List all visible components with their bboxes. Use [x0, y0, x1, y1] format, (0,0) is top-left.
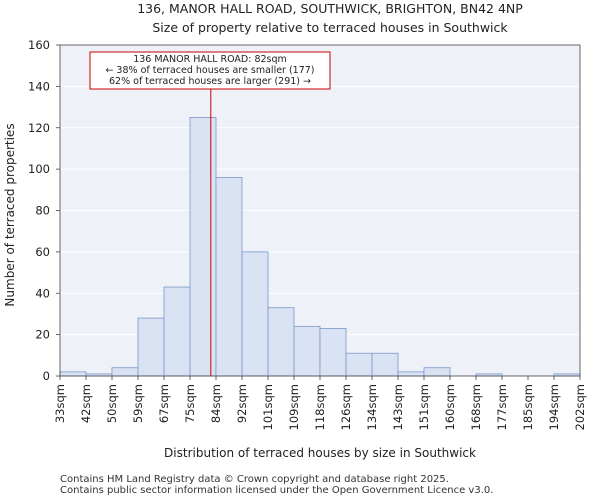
x-tick-label: 194sqm [547, 384, 561, 430]
y-tick-label: 80 [35, 204, 50, 218]
x-tick-label: 143sqm [391, 384, 405, 430]
x-axis-ticks: 33sqm 42sqm 50sqm 59sqm 67sqm 75sqm 84sqm 92sqm… [53, 376, 587, 430]
x-tick-label: 151sqm [417, 384, 431, 430]
bars [59, 117, 581, 377]
x-tick-label: 118sqm [313, 384, 327, 430]
x-tick-label: 134sqm [365, 384, 379, 430]
x-tick-label: 168sqm [469, 384, 483, 430]
x-tick-label: 84sqm [209, 384, 223, 423]
x-tick-label: 67sqm [157, 384, 171, 423]
annotation-line-3: 62% of terraced houses are larger (291) … [109, 76, 311, 87]
y-axis-ticks: 0 20 40 60 80 100 120 140 160 [28, 38, 60, 383]
x-tick-label: 75sqm [183, 384, 197, 423]
histogram-bar [267, 307, 295, 377]
y-axis-label: Number of terraced properties [3, 123, 17, 306]
annotation-line-2: ← 38% of terraced houses are smaller (17… [105, 65, 314, 76]
histogram-bar [371, 352, 399, 377]
y-tick-label: 0 [43, 369, 50, 383]
footer-line-2: Contains public sector information licen… [60, 485, 494, 496]
y-tick-label: 140 [28, 79, 50, 93]
histogram-bar [137, 317, 165, 377]
histogram-chart: 136, MANOR HALL ROAD, SOUTHWICK, BRIGHTO… [3, 1, 587, 460]
y-tick-label: 160 [28, 38, 50, 52]
annotation-line-1: 136 MANOR HALL ROAD: 82sqm [133, 54, 287, 65]
x-axis-label: Distribution of terraced houses by size … [164, 446, 476, 460]
x-tick-label: 160sqm [443, 384, 457, 430]
histogram-bar [215, 176, 243, 377]
y-tick-label: 40 [35, 286, 50, 300]
y-tick-label: 100 [28, 162, 50, 176]
histogram-bar [293, 325, 321, 377]
histogram-bar [163, 286, 191, 377]
x-tick-label: 92sqm [235, 384, 249, 423]
histogram-bar [59, 371, 87, 377]
annotation-border [89, 51, 331, 90]
annotation-box: 136 MANOR HALL ROAD: 82sqm ← 38% of terr… [89, 51, 331, 90]
histogram-bar [423, 367, 451, 377]
x-tick-label: 59sqm [131, 384, 145, 423]
x-tick-label: 101sqm [261, 384, 275, 430]
histogram-bar [111, 367, 139, 377]
histogram-bar [345, 352, 373, 377]
x-tick-label: 50sqm [105, 384, 119, 423]
x-tick-label: 185sqm [521, 384, 535, 430]
histogram-bar [319, 328, 347, 377]
chart-title: 136, MANOR HALL ROAD, SOUTHWICK, BRIGHTO… [137, 1, 523, 16]
x-tick-label: 109sqm [287, 384, 301, 430]
histogram-bar [241, 251, 269, 377]
histogram-bar [189, 117, 217, 377]
y-tick-label: 120 [28, 121, 50, 135]
plot-area: 0 20 40 60 80 100 120 140 160 33sqm 42sqm 50sqm 59s… [28, 38, 587, 430]
histogram-bar [397, 371, 425, 377]
x-tick-label: 42sqm [79, 384, 93, 423]
footer-line-1: Contains HM Land Registry data © Crown c… [60, 474, 449, 485]
x-tick-label: 33sqm [53, 384, 67, 423]
x-tick-label: 177sqm [495, 384, 509, 430]
x-tick-label: 202sqm [573, 384, 587, 430]
y-tick-label: 20 [35, 328, 50, 342]
chart-subtitle: Size of property relative to terraced ho… [152, 20, 508, 35]
x-tick-label: 126sqm [339, 384, 353, 430]
y-tick-label: 60 [35, 245, 50, 259]
